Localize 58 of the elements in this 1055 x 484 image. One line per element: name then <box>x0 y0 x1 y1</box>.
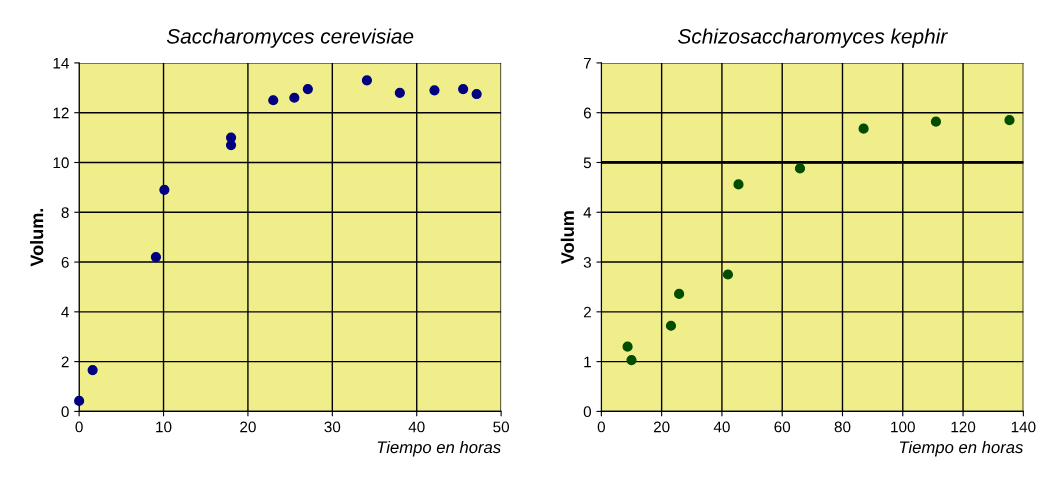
point <box>159 184 170 195</box>
x-tick-label: 80 <box>834 421 851 433</box>
point <box>289 92 300 103</box>
y-tick-label: 12 <box>53 107 69 119</box>
x-tick-label: 20 <box>240 421 256 433</box>
point <box>930 116 942 127</box>
x-tick-label: 20 <box>653 421 670 433</box>
point <box>622 341 633 352</box>
y-tick-label: 0 <box>583 406 592 418</box>
point <box>674 288 685 299</box>
x-tick-label: 50 <box>493 421 510 433</box>
point <box>268 95 279 106</box>
y-tick-label: 7 <box>583 57 591 69</box>
y-tick-label: 4 <box>61 306 69 318</box>
point <box>733 179 744 190</box>
y-tick-label: 6 <box>583 107 591 119</box>
point <box>361 75 373 86</box>
y-axis-title: Volum. <box>30 208 44 267</box>
point <box>429 85 440 96</box>
y-tick-label: 0 <box>61 406 69 418</box>
x-axis-title: Tiempo en horas <box>899 440 1024 457</box>
point <box>626 355 637 366</box>
point <box>722 269 734 280</box>
point <box>665 320 677 331</box>
point <box>471 88 482 100</box>
x-tick-label: 40 <box>408 421 425 433</box>
y-axis-title: Volum <box>560 211 575 264</box>
point <box>87 364 98 376</box>
x-tick-label: 120 <box>951 421 976 433</box>
point <box>394 87 405 98</box>
point <box>1004 115 1015 126</box>
y-tick-label: 4 <box>583 207 592 218</box>
y-tick-label: 3 <box>583 256 591 268</box>
point <box>858 123 869 134</box>
y-tick-label: 14 <box>53 57 69 69</box>
y-tick-label: 10 <box>53 157 69 169</box>
y-tick-label: 6 <box>61 256 69 268</box>
y-tick-label: 8 <box>61 207 69 218</box>
x-tick-label: 140 <box>1011 421 1036 433</box>
y-tick-label: 2 <box>583 306 591 318</box>
x-axis-title: Tiempo en horas <box>377 440 501 457</box>
chart-title: Schizosaccharomyces kephir <box>678 28 948 48</box>
x-tick-label: 30 <box>324 421 341 433</box>
x-tick-label: 100 <box>891 421 915 433</box>
x-tick-label: 40 <box>713 421 730 433</box>
x-tick-label: 0 <box>75 421 83 433</box>
y-tick-label: 1 <box>584 356 591 368</box>
point <box>458 83 469 95</box>
y-tick-label: 2 <box>61 356 69 368</box>
x-tick-label: 10 <box>156 421 172 433</box>
point <box>794 163 806 174</box>
chart-title: Saccharomyces cerevisiae <box>166 28 414 48</box>
point <box>302 83 313 95</box>
point <box>74 395 85 407</box>
y-tick-label: 5 <box>583 157 591 169</box>
point <box>150 251 162 263</box>
x-tick-label: 0 <box>597 421 605 433</box>
x-tick-label: 60 <box>774 421 791 433</box>
